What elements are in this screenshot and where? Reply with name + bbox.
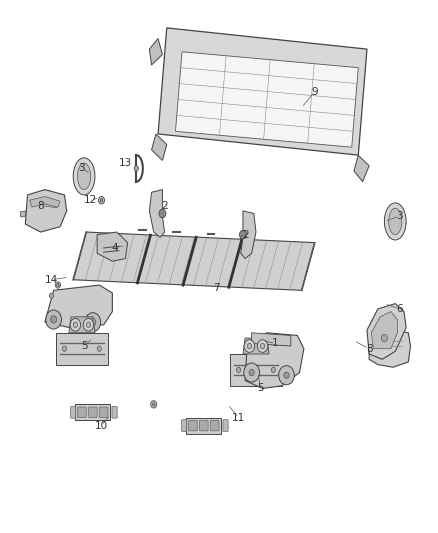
Circle shape: [134, 166, 138, 171]
Circle shape: [62, 346, 67, 351]
Circle shape: [99, 197, 105, 204]
Circle shape: [55, 282, 60, 288]
PathPatch shape: [371, 312, 397, 349]
FancyBboxPatch shape: [78, 407, 86, 418]
Text: 8: 8: [366, 344, 372, 354]
PathPatch shape: [69, 317, 95, 333]
Circle shape: [159, 209, 166, 217]
Circle shape: [70, 318, 81, 331]
PathPatch shape: [45, 285, 113, 327]
FancyBboxPatch shape: [112, 407, 117, 418]
Circle shape: [83, 318, 94, 331]
Text: 12: 12: [84, 195, 97, 205]
Text: 5: 5: [257, 383, 264, 393]
FancyBboxPatch shape: [223, 419, 228, 431]
Text: 4: 4: [111, 243, 118, 253]
Circle shape: [237, 367, 241, 373]
Text: 2: 2: [161, 200, 168, 211]
Circle shape: [244, 363, 259, 382]
FancyBboxPatch shape: [88, 407, 97, 418]
Text: 10: 10: [95, 421, 108, 431]
PathPatch shape: [97, 232, 127, 261]
PathPatch shape: [369, 327, 410, 367]
Circle shape: [284, 372, 289, 378]
PathPatch shape: [20, 211, 25, 217]
Text: 14: 14: [45, 274, 58, 285]
PathPatch shape: [230, 354, 282, 386]
Circle shape: [151, 401, 157, 408]
Text: 3: 3: [396, 211, 403, 221]
PathPatch shape: [176, 52, 358, 147]
Text: 2: 2: [242, 230, 248, 240]
Circle shape: [247, 343, 252, 349]
Text: 1: 1: [272, 338, 279, 349]
PathPatch shape: [78, 163, 91, 190]
FancyBboxPatch shape: [182, 419, 187, 431]
Text: 8: 8: [37, 200, 44, 211]
PathPatch shape: [241, 211, 256, 259]
Circle shape: [57, 284, 59, 287]
Text: 9: 9: [311, 86, 318, 96]
Text: 11: 11: [232, 413, 245, 423]
Circle shape: [249, 369, 254, 376]
PathPatch shape: [149, 38, 162, 65]
PathPatch shape: [245, 333, 304, 389]
PathPatch shape: [186, 418, 221, 433]
Circle shape: [73, 322, 78, 327]
Circle shape: [90, 318, 96, 326]
Circle shape: [85, 313, 101, 332]
FancyBboxPatch shape: [210, 420, 219, 431]
Circle shape: [49, 293, 53, 298]
PathPatch shape: [243, 338, 269, 354]
Circle shape: [240, 230, 247, 239]
FancyBboxPatch shape: [188, 420, 197, 431]
PathPatch shape: [354, 155, 369, 182]
PathPatch shape: [73, 158, 95, 195]
Circle shape: [279, 366, 294, 385]
PathPatch shape: [385, 203, 406, 240]
PathPatch shape: [149, 190, 165, 237]
PathPatch shape: [56, 333, 108, 365]
PathPatch shape: [367, 304, 406, 359]
Circle shape: [152, 403, 155, 406]
Circle shape: [50, 316, 57, 323]
PathPatch shape: [158, 28, 367, 155]
Text: 13: 13: [119, 158, 132, 168]
Circle shape: [271, 367, 276, 373]
Circle shape: [260, 343, 265, 349]
PathPatch shape: [152, 134, 167, 160]
PathPatch shape: [75, 405, 110, 420]
Text: 3: 3: [78, 164, 85, 173]
Circle shape: [381, 334, 388, 342]
Circle shape: [46, 310, 61, 329]
Circle shape: [257, 340, 268, 352]
Circle shape: [97, 346, 102, 351]
PathPatch shape: [252, 333, 291, 346]
Circle shape: [86, 322, 91, 327]
FancyBboxPatch shape: [199, 420, 208, 431]
Text: 6: 6: [396, 304, 403, 314]
PathPatch shape: [30, 197, 60, 207]
FancyBboxPatch shape: [71, 407, 76, 418]
Text: 5: 5: [81, 341, 88, 351]
FancyBboxPatch shape: [99, 407, 108, 418]
PathPatch shape: [73, 232, 315, 290]
Circle shape: [244, 340, 254, 352]
Text: 7: 7: [213, 282, 220, 293]
Circle shape: [100, 199, 103, 202]
PathPatch shape: [25, 190, 67, 232]
PathPatch shape: [389, 208, 402, 235]
